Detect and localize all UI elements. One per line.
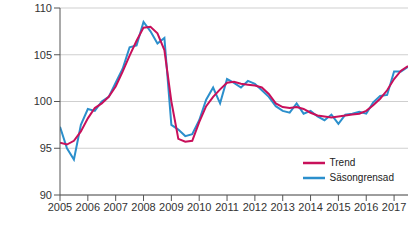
svg-text:2013: 2013 <box>270 201 294 213</box>
svg-text:2006: 2006 <box>76 201 100 213</box>
svg-text:2012: 2012 <box>243 201 267 213</box>
svg-text:110: 110 <box>34 2 52 14</box>
svg-text:100: 100 <box>34 95 52 107</box>
svg-text:2016: 2016 <box>354 201 378 213</box>
svg-text:95: 95 <box>40 142 52 154</box>
svg-text:2017: 2017 <box>382 201 406 213</box>
svg-text:2009: 2009 <box>159 201 183 213</box>
html-text:Trend: Trend <box>329 157 356 168</box>
svg-text:2007: 2007 <box>103 201 127 213</box>
svg-text:2008: 2008 <box>131 201 155 213</box>
svg-text:2015: 2015 <box>326 201 350 213</box>
svg-text:2010: 2010 <box>187 201 211 213</box>
html-text:Säsongrensad: Säsongrensad <box>329 172 394 183</box>
svg-text:105: 105 <box>34 49 52 61</box>
svg-text:2014: 2014 <box>298 201 322 213</box>
svg-text:2005: 2005 <box>48 201 72 213</box>
svg-text:2011: 2011 <box>215 201 239 213</box>
svg-text:90: 90 <box>40 189 52 201</box>
